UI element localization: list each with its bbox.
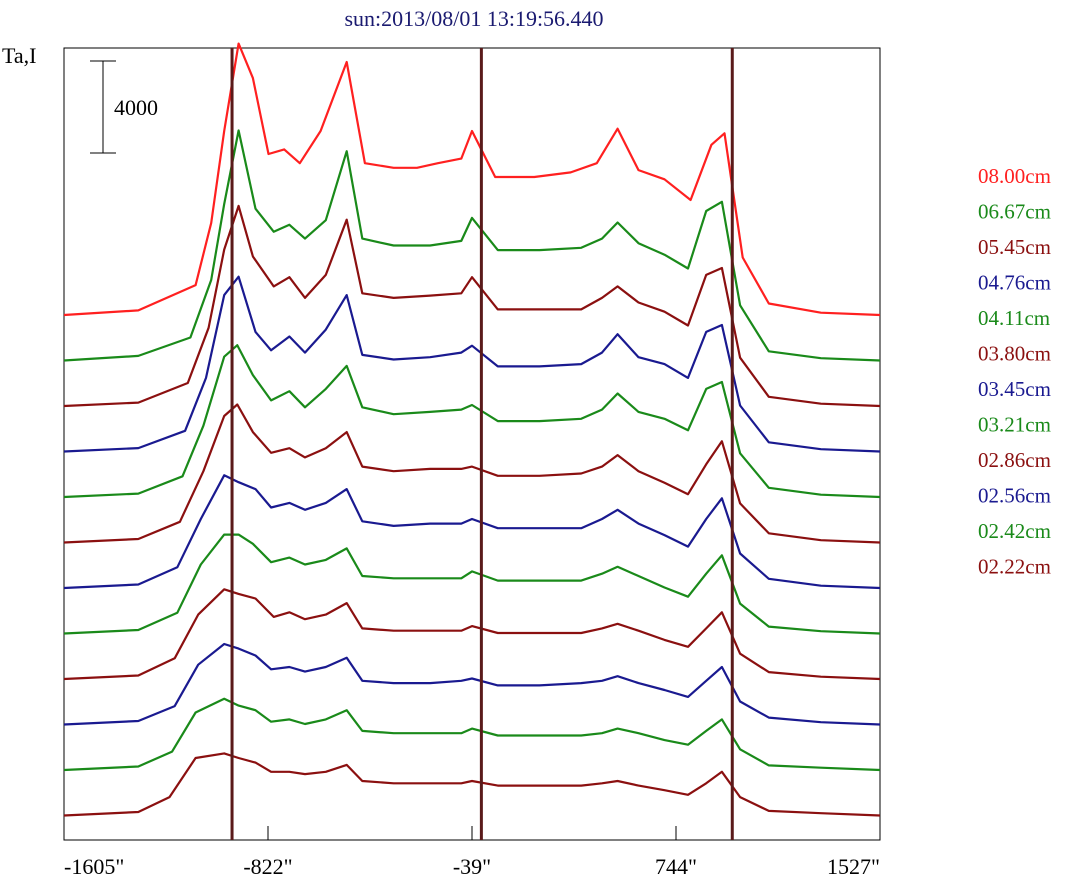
scale-bar — [90, 60, 116, 154]
legend-item: 08.00cm — [978, 164, 1051, 188]
legend-item: 04.76cm — [978, 271, 1051, 295]
series-line — [63, 344, 881, 499]
plot-frame — [63, 47, 881, 841]
legend-item: 03.80cm — [978, 342, 1051, 366]
vertical-markers — [230, 48, 734, 840]
series-line — [63, 42, 881, 317]
x-axis-tick-labels: -1605" -822" -39" 744" 1527" — [64, 854, 880, 879]
series-line — [63, 129, 881, 362]
series-line — [63, 403, 881, 544]
x-tick-label: 744" — [655, 854, 697, 879]
legend-item: 04.11cm — [978, 306, 1050, 330]
series-line — [63, 588, 881, 681]
chart-title: sun:2013/08/01 13:19:56.440 — [344, 6, 603, 31]
legend-item: 02.56cm — [978, 484, 1051, 508]
series-line — [63, 697, 881, 772]
series-line — [63, 642, 881, 726]
series-line — [63, 533, 881, 635]
series-line — [63, 474, 881, 590]
legend-item: 02.42cm — [978, 519, 1051, 543]
scale-bar-label: 4000 — [114, 95, 158, 120]
series-line — [63, 752, 881, 817]
series-line — [63, 204, 881, 408]
legend-item: 02.22cm — [978, 555, 1051, 579]
x-tick-label: -822" — [243, 854, 292, 879]
series-line — [63, 275, 881, 453]
legend-item: 03.45cm — [978, 377, 1051, 401]
x-tick-label: -39" — [453, 854, 491, 879]
legend-item: 05.45cm — [978, 235, 1051, 259]
legend-item: 03.21cm — [978, 413, 1051, 437]
x-axis-ticks — [63, 826, 881, 840]
x-tick-label: -1605" — [64, 854, 124, 879]
x-tick-label: 1527" — [827, 854, 880, 879]
series-group — [63, 42, 881, 817]
legend-item: 02.86cm — [978, 448, 1051, 472]
y-axis-label: Ta,I — [2, 43, 37, 68]
legend-item: 06.67cm — [978, 200, 1051, 224]
legend: 08.00cm 06.67cm 05.45cm 04.76cm 04.11cm 03.80… — [978, 164, 1051, 579]
